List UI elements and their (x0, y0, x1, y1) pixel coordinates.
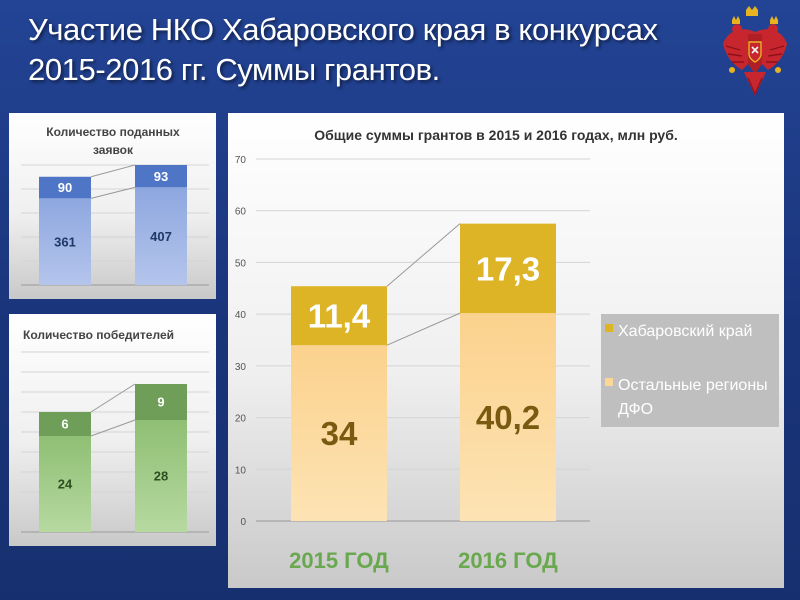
bar-top-segment (39, 412, 91, 436)
series-line-bottom (90, 419, 136, 437)
legend-background (601, 314, 779, 427)
legend-label-other-regions-line-1: Остальные регионы (618, 377, 768, 394)
bar-bottom-segment (135, 420, 187, 532)
title-line-2: 2015-2016 гг. Суммы грантов. (28, 52, 440, 87)
bar-top-segment (291, 286, 387, 346)
slide-title: Участие НКО Хабаровского края в конкурса… (28, 10, 688, 90)
y-tick-label: 20 (235, 414, 247, 425)
applications-chart-title-line-2: заявок (93, 143, 134, 157)
data-label: 24 (58, 477, 73, 492)
series-line-total (90, 164, 136, 178)
data-label: 9 (157, 395, 164, 410)
title-line-1: Участие НКО Хабаровского края в конкурса… (28, 12, 658, 47)
applications-chart-panel: Количество поданных заявок 361 90 407 93 (9, 113, 216, 299)
series-line-total (386, 223, 461, 287)
winners-chart-panel: Количество победителей 24 6 28 9 (9, 314, 216, 546)
legend-label-other-regions-line-2: ДФО (618, 401, 653, 418)
data-label: 17,3 (476, 250, 540, 287)
bar-bottom-segment (291, 345, 387, 521)
bar-top-segment (460, 223, 556, 314)
legend-swatch-khabarovsk (605, 324, 613, 332)
bar-top-segment (135, 384, 187, 420)
chart-legend: Хабаровский край Остальные регионы ДФО (601, 314, 779, 427)
winners-chart-title: Количество победителей (23, 328, 174, 342)
data-label: 28 (154, 469, 168, 484)
data-label: 407 (150, 229, 172, 244)
series-line-bottom (386, 312, 461, 346)
data-label: 6 (61, 417, 68, 432)
category-label: 2016 ГОД (458, 548, 558, 573)
grant-sums-chart-panel: Общие суммы грантов в 2015 и 2016 годах,… (228, 113, 784, 588)
data-label: 34 (321, 415, 358, 452)
y-tick-label: 40 (235, 310, 247, 321)
y-tick-label: 50 (235, 258, 247, 269)
data-label: 93 (154, 169, 168, 184)
bar-bottom-segment (460, 313, 556, 521)
category-label: 2015 ГОД (289, 548, 389, 573)
bar-bottom-segment (39, 436, 91, 532)
grant-sums-chart-title: Общие суммы грантов в 2015 и 2016 годах,… (314, 127, 678, 143)
bar-top-segment (39, 176, 91, 199)
legend-swatch-other-regions (605, 378, 613, 386)
bar-bottom-segment (135, 187, 187, 285)
series-line-total (90, 383, 136, 413)
bar-top-segment (135, 165, 187, 188)
bar-bottom-segment (39, 198, 91, 285)
data-label: 11,4 (308, 298, 371, 335)
legend-label-khabarovsk: Хабаровский край (618, 323, 752, 340)
y-tick-label: 10 (235, 465, 247, 476)
series-line-bottom (90, 186, 136, 199)
y-tick-label: 0 (240, 517, 246, 528)
y-tick-label: 30 (235, 362, 247, 373)
double-headed-eagle-emblem-icon (723, 6, 787, 96)
y-tick-label: 70 (235, 155, 247, 166)
data-label: 90 (58, 180, 72, 195)
y-tick-label: 60 (235, 207, 247, 218)
data-label: 40,2 (476, 399, 540, 436)
data-label: 361 (54, 234, 76, 249)
applications-chart-title-line-1: Количество поданных (46, 125, 180, 139)
